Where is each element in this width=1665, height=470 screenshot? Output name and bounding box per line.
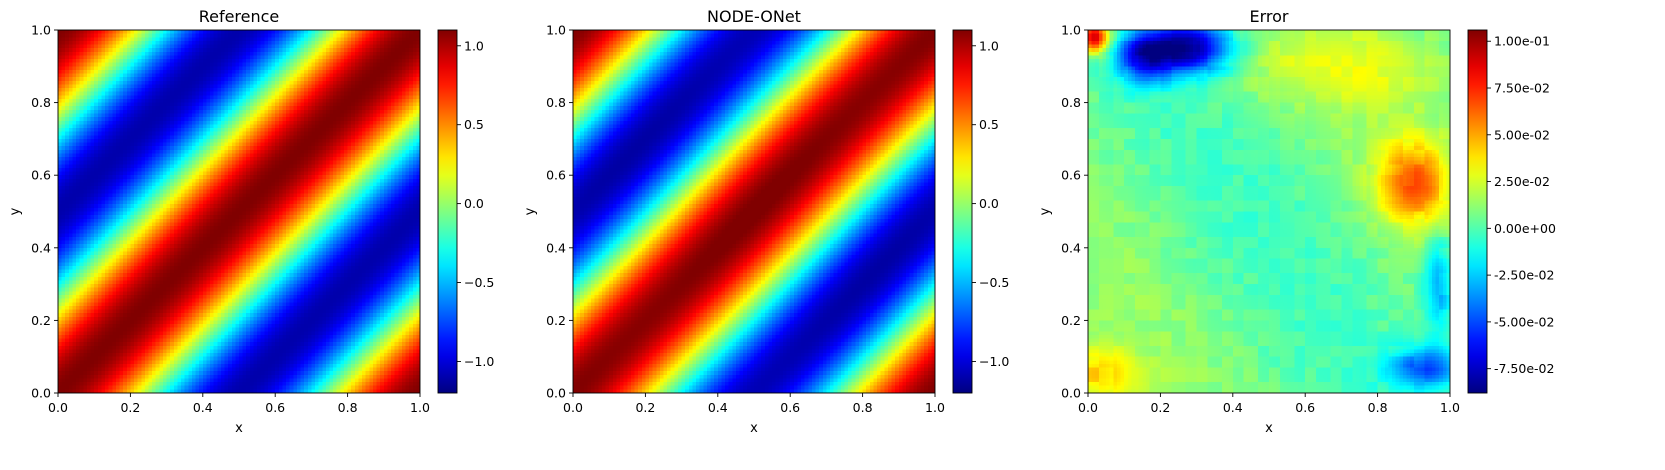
chart-title: Reference — [199, 7, 280, 26]
y-tick-label: 1.0 — [31, 23, 51, 38]
x-axis-label: x — [1265, 421, 1273, 436]
x-tick-label: 0.0 — [563, 400, 583, 415]
panel-reference: Reference 0.0 0.2 0.4 0.6 0.8 1.0 0.0 0.2 0.4 0.6 0… — [0, 0, 540, 470]
y-axis-label: y — [8, 207, 23, 215]
colorbar-tick-label: 1.00e-01 — [1494, 34, 1550, 49]
x-tick-label: 1.0 — [1440, 400, 1460, 415]
y-tick-label: 0.6 — [546, 168, 566, 183]
colorbar-tick-label: -5.00e-02 — [1494, 314, 1554, 329]
x-tick-label: 0.8 — [853, 400, 873, 415]
y-tick-label: 0.6 — [1061, 168, 1081, 183]
colorbar — [1467, 29, 1488, 394]
x-tick-label: 0.8 — [338, 400, 358, 415]
y-tick-label: 0.4 — [31, 240, 51, 255]
colorbar-tick-label: −0.5 — [979, 275, 1009, 290]
chart-svg: Reference 0.0 0.2 0.4 0.6 0.8 1.0 0.0 0.2 0.4 0.6 0… — [8, 7, 494, 436]
y-tick-label: 1.0 — [1061, 23, 1081, 38]
x-tick-label: 0.8 — [1368, 400, 1388, 415]
colorbar-tick-label: 1.0 — [464, 38, 484, 53]
x-tick-label: 0.2 — [635, 400, 655, 415]
chart-svg: NODE-ONet 0.0 0.2 0.4 0.6 0.8 1.0 0.0 0.2 0.4 0.6 0… — [523, 7, 1009, 436]
x-tick-label: 1.0 — [925, 400, 945, 415]
colorbar-tick-label: 0.00e+00 — [1494, 221, 1556, 236]
y-tick-label: 0.0 — [31, 386, 51, 401]
x-tick-label: 0.4 — [193, 400, 213, 415]
axes-frame — [1087, 29, 1451, 394]
colorbar — [437, 29, 458, 394]
y-tick-label: 0.8 — [1061, 95, 1081, 110]
chart-title: Error — [1250, 7, 1289, 26]
y-axis-label: y — [1038, 207, 1053, 215]
x-axis-label: x — [235, 421, 243, 436]
colorbar — [952, 29, 973, 394]
colorbar-tick-label: -7.50e-02 — [1494, 361, 1554, 376]
y-tick-label: 0.8 — [546, 95, 566, 110]
chart-svg: Error 0.0 0.2 0.4 0.6 0.8 1.0 0.0 0.2 0.4 0.6 0.8 1.… — [1038, 7, 1556, 436]
panel-error: Error 0.0 0.2 0.4 0.6 0.8 1.0 0.0 0.2 0.4 0.6 0.8 1.… — [1030, 0, 1665, 470]
panel-node-onet: NODE-ONet 0.0 0.2 0.4 0.6 0.8 1.0 0.0 0.2 0.4 0.6 0… — [515, 0, 1055, 470]
colorbar-tick-label: 1.0 — [979, 38, 999, 53]
axes-frame — [57, 29, 421, 394]
heatmap-image — [573, 30, 935, 393]
x-tick-label: 0.4 — [708, 400, 728, 415]
colorbar-tick-label: 0.5 — [979, 117, 999, 132]
y-tick-label: 0.0 — [1061, 386, 1081, 401]
colorbar-tick-label: 0.0 — [979, 196, 999, 211]
x-tick-label: 0.6 — [265, 400, 285, 415]
colorbar-tick-label: −0.5 — [464, 275, 494, 290]
x-tick-label: 0.2 — [1150, 400, 1170, 415]
x-tick-label: 0.0 — [48, 400, 68, 415]
y-tick-label: 0.0 — [546, 386, 566, 401]
x-tick-label: 0.0 — [1078, 400, 1098, 415]
y-tick-label: 1.0 — [546, 23, 566, 38]
heatmap-image — [1088, 30, 1450, 393]
axes-frame — [572, 29, 936, 394]
colorbar-tick-label: 7.50e-02 — [1494, 81, 1550, 96]
y-tick-label: 0.6 — [31, 168, 51, 183]
y-axis-label: y — [523, 207, 538, 215]
x-tick-label: 0.2 — [120, 400, 140, 415]
y-tick-label: 0.8 — [31, 95, 51, 110]
y-tick-label: 0.2 — [546, 313, 566, 328]
heatmap-image — [58, 30, 420, 393]
colorbar-tick-label: 0.5 — [464, 117, 484, 132]
colorbar-tick-label: −1.0 — [979, 354, 1009, 369]
colorbar-tick-label: 5.00e-02 — [1494, 127, 1550, 142]
x-tick-label: 0.6 — [1295, 400, 1315, 415]
colorbar-tick-label: 2.50e-02 — [1494, 174, 1550, 189]
x-tick-label: 0.4 — [1223, 400, 1243, 415]
colorbar-tick-label: -2.50e-02 — [1494, 268, 1554, 283]
y-tick-label: 0.2 — [1061, 313, 1081, 328]
colorbar-tick-label: 0.0 — [464, 196, 484, 211]
x-tick-label: 1.0 — [410, 400, 430, 415]
colorbar-tick-label: −1.0 — [464, 354, 494, 369]
x-tick-label: 0.6 — [780, 400, 800, 415]
x-axis-label: x — [750, 421, 758, 436]
chart-title: NODE-ONet — [707, 7, 801, 26]
y-tick-label: 0.2 — [31, 313, 51, 328]
y-tick-label: 0.4 — [1061, 240, 1081, 255]
y-tick-label: 0.4 — [546, 240, 566, 255]
